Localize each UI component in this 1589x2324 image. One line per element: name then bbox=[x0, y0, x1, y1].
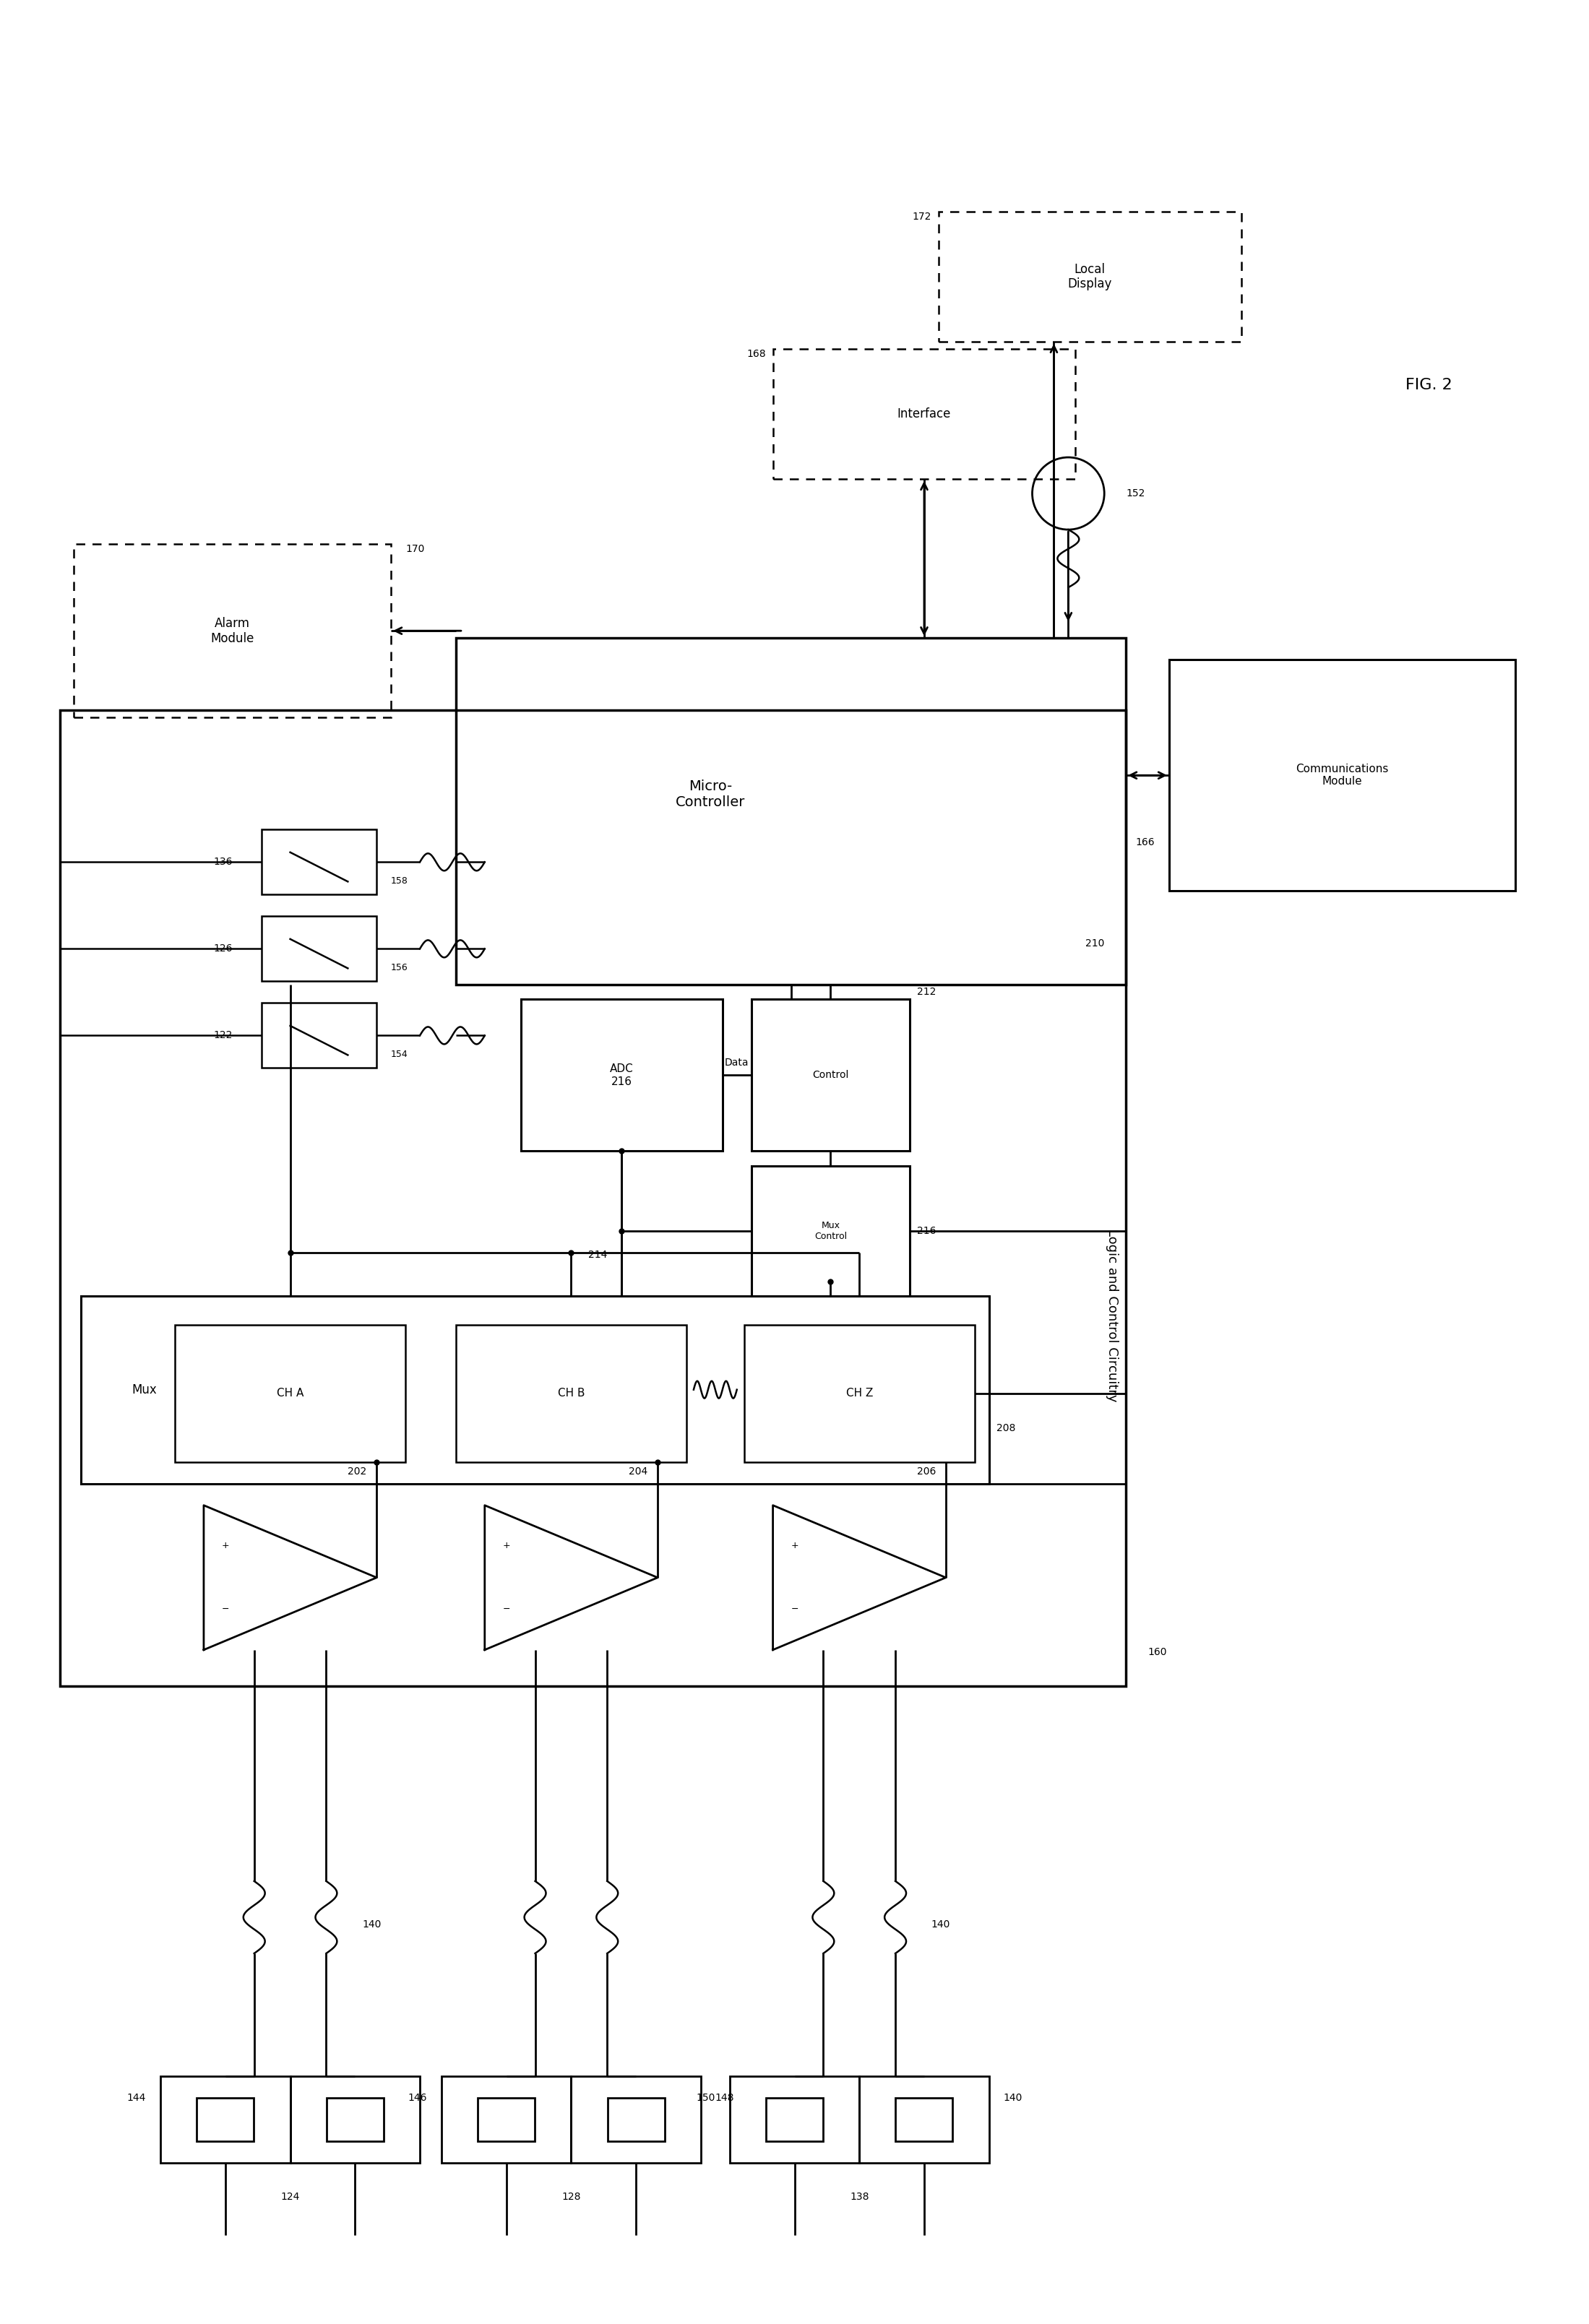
Bar bbox=[766, 2099, 823, 2140]
Text: 122: 122 bbox=[213, 1030, 232, 1041]
Bar bbox=[752, 1167, 910, 1297]
Text: 152: 152 bbox=[1127, 488, 1146, 500]
Text: 206: 206 bbox=[917, 1466, 936, 1476]
Text: FIG. 2: FIG. 2 bbox=[1405, 379, 1452, 393]
Bar bbox=[75, 544, 391, 718]
Text: Local
Display: Local Display bbox=[1068, 263, 1112, 290]
Bar bbox=[744, 1325, 974, 1462]
Bar bbox=[896, 2099, 953, 2140]
Text: 154: 154 bbox=[391, 1050, 408, 1060]
Text: Alarm
Module: Alarm Module bbox=[211, 616, 254, 644]
Text: Micro-
Controller: Micro- Controller bbox=[675, 779, 745, 809]
Bar bbox=[607, 2099, 664, 2140]
Text: 204: 204 bbox=[629, 1466, 648, 1476]
Text: Control: Control bbox=[812, 1071, 849, 1081]
Bar bbox=[729, 2075, 860, 2164]
Text: Mux
Control: Mux Control bbox=[814, 1220, 847, 1241]
Text: 138: 138 bbox=[850, 2192, 869, 2203]
Bar bbox=[521, 999, 723, 1150]
Text: 158: 158 bbox=[391, 876, 408, 885]
Bar bbox=[939, 211, 1241, 342]
Text: 208: 208 bbox=[996, 1422, 1015, 1434]
Text: 172: 172 bbox=[912, 211, 931, 221]
Text: Mux: Mux bbox=[132, 1383, 157, 1397]
Text: 148: 148 bbox=[715, 2094, 734, 2103]
Bar bbox=[261, 830, 377, 895]
Text: Logic and Control Circuitry: Logic and Control Circuitry bbox=[1106, 1229, 1119, 1401]
Text: 212: 212 bbox=[917, 988, 936, 997]
Text: 140: 140 bbox=[362, 1920, 381, 1929]
Text: 202: 202 bbox=[348, 1466, 367, 1476]
Bar bbox=[81, 1297, 988, 1483]
Bar bbox=[772, 349, 1076, 479]
Bar bbox=[60, 711, 1127, 1685]
Bar bbox=[752, 999, 910, 1150]
Text: CH A: CH A bbox=[276, 1387, 303, 1399]
Bar bbox=[1170, 660, 1514, 890]
Text: 144: 144 bbox=[127, 2094, 146, 2103]
Bar bbox=[326, 2099, 383, 2140]
Text: 150: 150 bbox=[696, 2094, 715, 2103]
Text: −: − bbox=[221, 1604, 229, 1615]
Text: 210: 210 bbox=[1085, 939, 1104, 948]
Text: +: + bbox=[221, 1541, 229, 1550]
Text: 140: 140 bbox=[1003, 2094, 1022, 2103]
Text: 146: 146 bbox=[408, 2094, 427, 2103]
Bar bbox=[860, 2075, 988, 2164]
Bar bbox=[175, 1325, 405, 1462]
Text: 168: 168 bbox=[747, 349, 766, 358]
Bar bbox=[456, 639, 1127, 985]
Bar bbox=[478, 2099, 535, 2140]
Bar bbox=[291, 2075, 419, 2164]
Text: 126: 126 bbox=[213, 944, 232, 953]
Bar bbox=[197, 2099, 254, 2140]
Text: 160: 160 bbox=[1147, 1648, 1166, 1657]
Text: 124: 124 bbox=[281, 2192, 300, 2203]
Text: CH B: CH B bbox=[558, 1387, 585, 1399]
Text: 170: 170 bbox=[405, 544, 424, 553]
Bar bbox=[570, 2075, 701, 2164]
Bar bbox=[456, 1325, 686, 1462]
Text: −: − bbox=[791, 1604, 798, 1615]
Text: Interface: Interface bbox=[898, 407, 952, 421]
Bar bbox=[261, 916, 377, 981]
Text: Data: Data bbox=[725, 1057, 748, 1069]
Text: ADC
216: ADC 216 bbox=[610, 1064, 634, 1088]
Text: 166: 166 bbox=[1136, 837, 1155, 848]
Text: 128: 128 bbox=[561, 2192, 580, 2203]
Text: 214: 214 bbox=[588, 1250, 607, 1260]
Text: CH Z: CH Z bbox=[845, 1387, 872, 1399]
Text: Communications
Module: Communications Module bbox=[1295, 765, 1389, 788]
Text: −: − bbox=[502, 1604, 510, 1615]
Bar bbox=[160, 2075, 291, 2164]
Text: 136: 136 bbox=[213, 858, 232, 867]
Text: 140: 140 bbox=[931, 1920, 950, 1929]
Text: +: + bbox=[502, 1541, 510, 1550]
Text: 216: 216 bbox=[917, 1225, 936, 1236]
Bar bbox=[261, 1004, 377, 1069]
Text: 156: 156 bbox=[391, 962, 408, 974]
Bar bbox=[442, 2075, 570, 2164]
Text: +: + bbox=[791, 1541, 798, 1550]
